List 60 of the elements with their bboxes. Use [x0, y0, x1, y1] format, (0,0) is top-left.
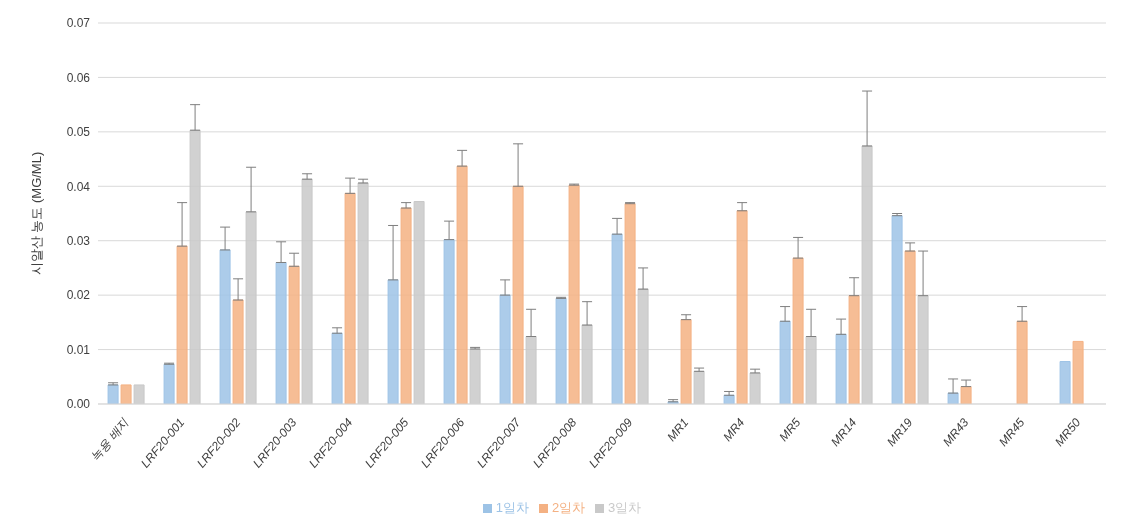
bar: [904, 250, 916, 404]
bar: [749, 372, 761, 404]
bar: [960, 386, 972, 404]
bar: [512, 185, 524, 404]
bar: [525, 336, 537, 404]
bar: [779, 320, 791, 404]
bar: [581, 324, 593, 404]
bar: [275, 261, 287, 404]
y-tick-label: 0.02: [66, 288, 91, 303]
bar: [245, 211, 257, 404]
bar: [443, 239, 455, 404]
bar: [917, 295, 929, 404]
bar: [568, 184, 580, 404]
bar: [637, 288, 649, 404]
bar: [189, 129, 201, 404]
bar: [693, 370, 705, 404]
y-tick-label: 0.06: [66, 70, 91, 85]
bar: [120, 384, 132, 404]
y-axis-title: 시알산 농도 (MG/ML): [28, 151, 44, 276]
bar: [176, 245, 188, 404]
y-tick-label: 0.03: [66, 233, 91, 248]
bar: [680, 319, 692, 404]
bar: [387, 279, 399, 404]
bar: [288, 265, 300, 404]
bar: [835, 333, 847, 404]
bar: [848, 295, 860, 404]
bar: [163, 363, 175, 404]
bar: [792, 257, 804, 404]
y-tick-label: 0.00: [66, 397, 91, 412]
bar: [555, 297, 567, 404]
y-tick-label: 0.01: [66, 342, 91, 357]
bar: [400, 207, 412, 404]
bar: [219, 249, 231, 404]
bar: [611, 233, 623, 404]
bar: [133, 384, 145, 404]
bar: [624, 203, 636, 404]
bar: [357, 182, 369, 404]
x-tick-label: 녹용 배지: [87, 414, 132, 464]
bar: [301, 178, 313, 404]
legend-label: 1일차: [495, 500, 529, 515]
y-tick-label: 0.05: [66, 125, 91, 140]
bar: [1072, 340, 1084, 404]
bar: [232, 299, 244, 404]
bar: [469, 348, 481, 404]
bar: [861, 145, 873, 404]
bar: [891, 215, 903, 404]
legend-label: 2일차: [551, 500, 586, 515]
bar: [499, 294, 511, 404]
bar: [1059, 361, 1071, 404]
bar: [413, 201, 425, 404]
bar: [736, 210, 748, 404]
bar: [456, 165, 468, 404]
bar: [331, 332, 343, 404]
y-tick-label: 0.07: [66, 16, 91, 31]
bar: [107, 384, 119, 404]
y-tick-label: 0.04: [66, 179, 91, 194]
bar: [1016, 320, 1028, 404]
bar: [344, 192, 356, 404]
bar: [805, 336, 817, 404]
bar: [947, 392, 959, 404]
